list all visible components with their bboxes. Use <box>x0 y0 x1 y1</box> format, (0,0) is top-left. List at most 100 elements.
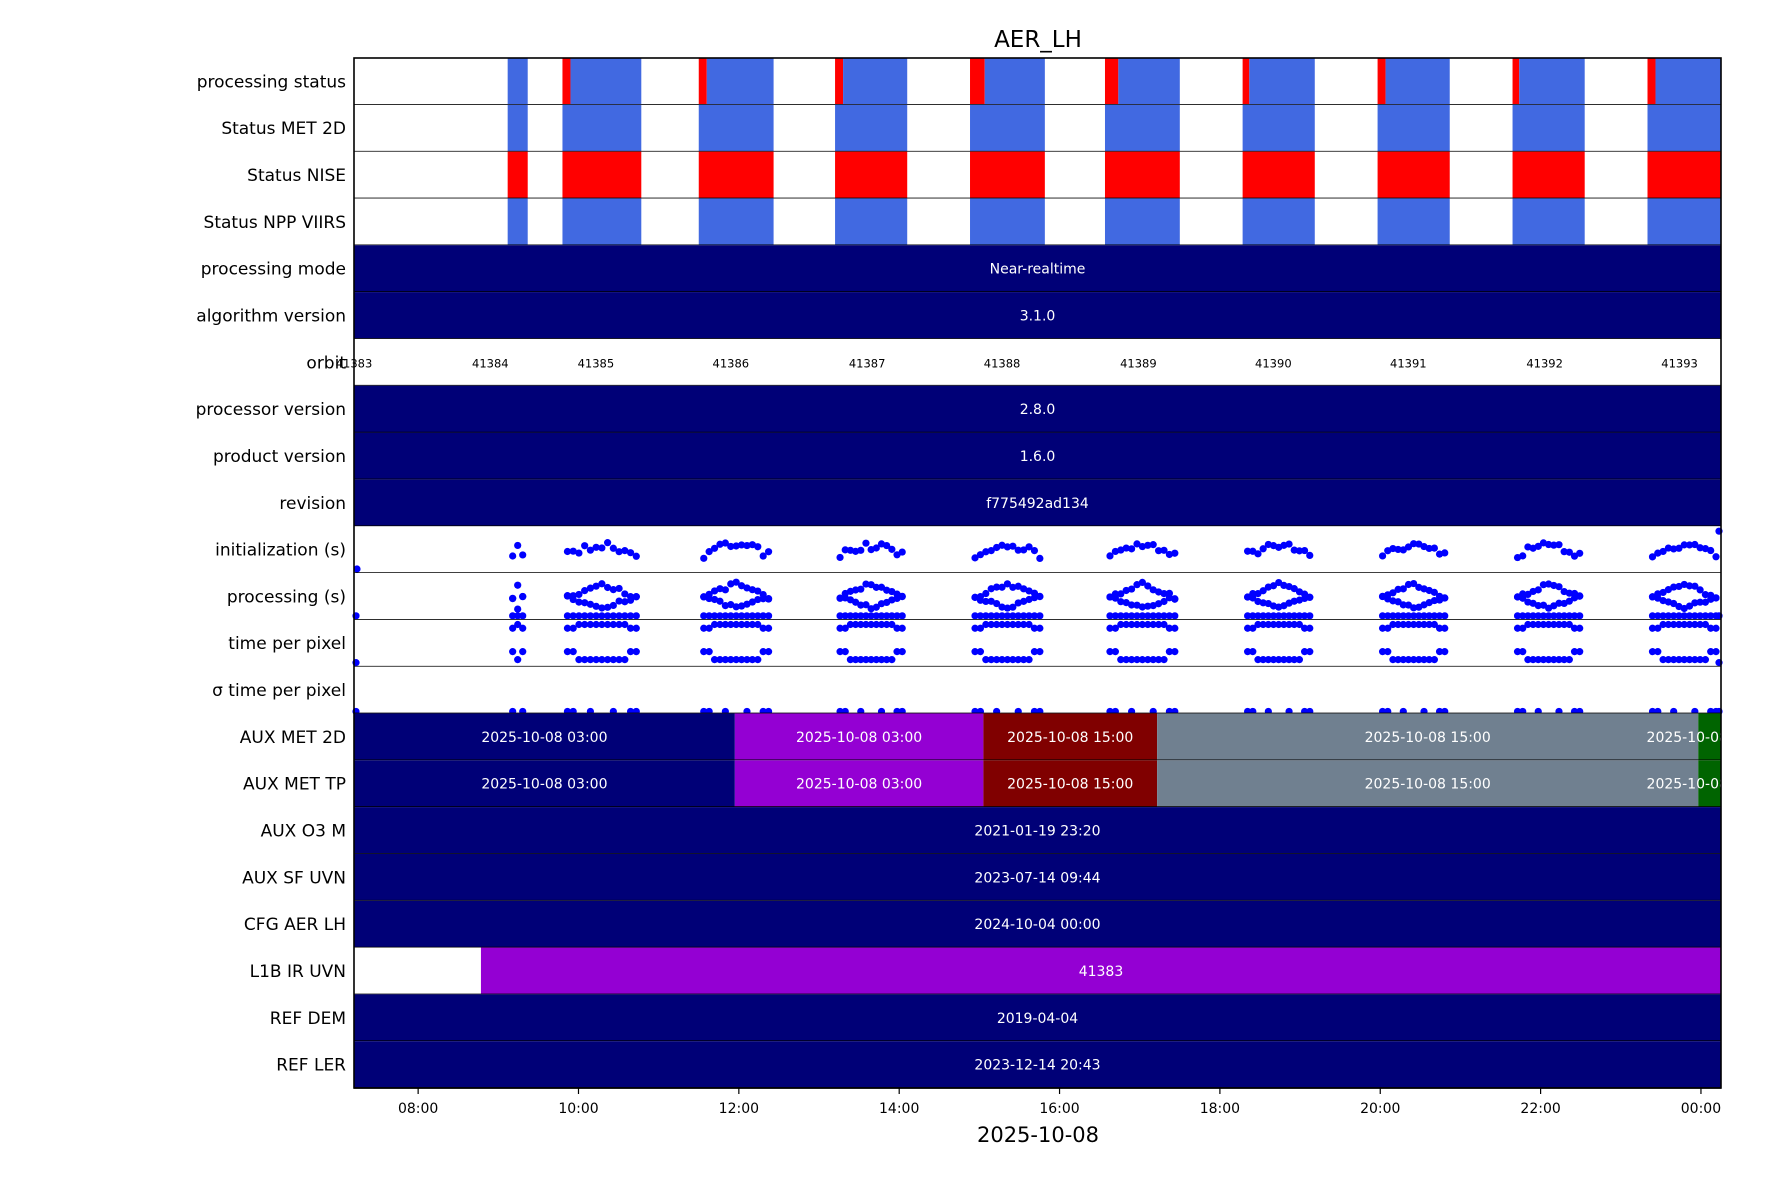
point-time-per-pixel-223 <box>1670 656 1678 664</box>
point-processing-s-140 <box>993 612 1001 620</box>
point-processing-s-14 <box>569 612 577 620</box>
point-processing-s-20 <box>581 612 589 620</box>
point-time-per-pixel-189 <box>1513 648 1522 656</box>
orbit-label-41386: 41386 <box>713 356 750 370</box>
point-time-per-pixel-91 <box>987 656 995 664</box>
segment-processing-status-17 <box>1647 58 1656 105</box>
point-initialization-s-63 <box>1149 541 1157 549</box>
row-label-product-version: product version <box>213 447 346 467</box>
point-initialization-s-21 <box>727 542 735 551</box>
point-processing-s-175 <box>1122 599 1130 607</box>
point-processing-s-101 <box>857 612 865 620</box>
point-initialization-s-41 <box>898 548 906 556</box>
point-processing-s-254 <box>1394 612 1402 620</box>
point-processing-s-128 <box>971 612 979 620</box>
point-initialization-s-116 <box>1696 544 1704 552</box>
point-processing-s-311 <box>1560 612 1568 620</box>
segment-status-nise-2 <box>698 151 774 199</box>
point-time-per-pixel-8 <box>569 624 577 632</box>
x-tick-label: 20:00 <box>1360 1101 1400 1117</box>
segment-label-aux-met-tp-0: 2025-10-08 03:00 <box>481 777 607 793</box>
segment-status-npp-viirs-2 <box>698 198 774 246</box>
point-processing-s-124 <box>898 592 906 601</box>
point-time-per-pixel-163 <box>1378 648 1387 656</box>
chart-title: AER_LH <box>994 27 1082 53</box>
point-time-per-pixel-209 <box>1565 656 1573 664</box>
point-time-per-pixel-64 <box>851 620 860 629</box>
point-time-per-pixel-147 <box>1269 656 1278 664</box>
point-time-per-pixel-146 <box>1269 620 1278 629</box>
point-processing-s-88 <box>836 594 844 602</box>
point-time-per-pixel-109 <box>1036 648 1044 656</box>
segment-status-met-2d-4 <box>970 104 1045 152</box>
point-initialization-s-62 <box>1144 541 1152 549</box>
point-processing-s-136 <box>987 597 995 605</box>
point-processing-s-156 <box>1025 587 1033 595</box>
point-processing-s-352 <box>1701 598 1710 606</box>
point-time-per-pixel-123 <box>1138 656 1146 664</box>
point-processing-s-183 <box>1138 578 1146 586</box>
segment-status-npp-viirs-5 <box>1104 198 1180 246</box>
point-initialization-s-20 <box>721 539 729 547</box>
point-initialization-s-113 <box>1680 541 1688 549</box>
point-processing-s-103 <box>862 601 870 609</box>
point-processing-s-215 <box>1259 612 1267 620</box>
point-processing-s-60 <box>721 586 729 594</box>
point-time-per-pixel-227 <box>1680 656 1688 664</box>
point-initialization-s-5 <box>575 549 583 557</box>
point-processing-s-193 <box>1155 600 1163 608</box>
point-processing-s-2 <box>509 612 517 620</box>
point-processing-s-230 <box>1285 612 1293 620</box>
segment-status-npp-viirs-0 <box>507 198 528 246</box>
row-label-processor-version: processor version <box>196 400 346 420</box>
point-time-per-pixel-156 <box>1295 620 1304 629</box>
point-time-per-pixel-3 <box>514 656 522 664</box>
point-initialization-s-27 <box>759 552 767 560</box>
point-processing-s-332 <box>1664 612 1672 620</box>
point-time-per-pixel-136 <box>1244 624 1252 632</box>
x-tick-label: 10:00 <box>558 1101 598 1117</box>
point-time-per-pixel-178 <box>1420 620 1428 629</box>
point-initialization-s-98 <box>1534 542 1542 550</box>
point-processing-s-236 <box>1295 612 1304 620</box>
point-processing-s-180 <box>1133 581 1141 589</box>
point-time-per-pixel-31 <box>632 648 640 656</box>
point-time-per-pixel-181 <box>1425 656 1433 664</box>
point-processing-s-59 <box>716 612 724 620</box>
row-label-cfg-aer-lh: CFG AER LH <box>244 915 346 935</box>
point-processing-s-40 <box>621 598 629 606</box>
segment-aux-met-tp-3 <box>1157 760 1699 808</box>
point-time-per-pixel-77 <box>883 656 891 664</box>
point-time-per-pixel-115 <box>1117 656 1125 664</box>
point-time-per-pixel-125 <box>1144 656 1152 664</box>
segment-status-nise-6 <box>1242 151 1315 199</box>
segment-status-nise-1 <box>562 151 642 199</box>
point-initialization-s-43 <box>976 551 985 559</box>
segment-status-met-2d-0 <box>507 104 528 152</box>
point-processing-s-24 <box>592 582 600 590</box>
segment-status-npp-viirs-7 <box>1377 198 1450 246</box>
point-time-per-pixel-68 <box>862 620 870 629</box>
orbit-label-41390: 41390 <box>1255 356 1292 370</box>
point-processing-s-208 <box>1249 594 1257 602</box>
point-time-per-pixel-176 <box>1415 620 1423 629</box>
point-processing-s-305 <box>1550 612 1558 620</box>
point-time-per-pixel-61 <box>841 648 849 656</box>
point-initialization-s-45 <box>987 547 995 555</box>
segment-label-processor-version-0: 2.8.0 <box>1020 402 1056 418</box>
point-processing-s-158 <box>1025 612 1033 620</box>
point-processing-s-319 <box>1576 592 1584 600</box>
point-processing-s-99 <box>857 585 865 593</box>
point-time-per-pixel-167 <box>1389 656 1397 664</box>
segment-algorithm-version-0 <box>354 292 1721 339</box>
point-processing-s-83 <box>759 612 767 620</box>
point-processing-s-196 <box>1160 597 1168 606</box>
point-time-per-pixel-72 <box>872 620 880 629</box>
point-initialization-s-7 <box>586 546 595 554</box>
point-time-per-pixel-10 <box>575 620 583 629</box>
point-time-per-pixel-16 <box>592 620 600 629</box>
point-time-per-pixel-157 <box>1295 656 1304 664</box>
point-time-per-pixel-183 <box>1430 656 1438 664</box>
point-time-per-pixel-237 <box>1707 648 1715 656</box>
